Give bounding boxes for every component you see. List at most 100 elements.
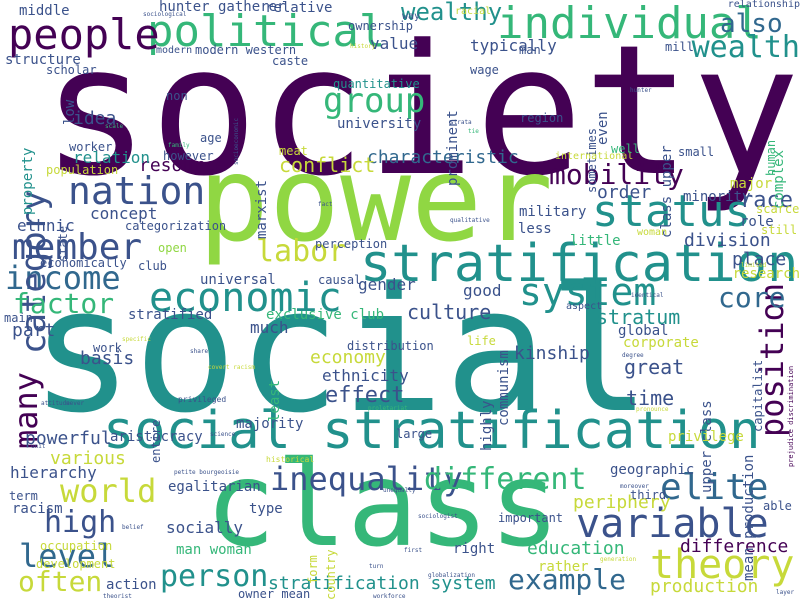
word-woman: woman <box>637 227 668 238</box>
word-place: place <box>732 249 787 270</box>
word-education: education <box>527 538 625 559</box>
word-power: power <box>198 130 554 268</box>
word-great: great <box>624 355 685 379</box>
word-class: class <box>205 435 561 573</box>
word-income: income <box>5 259 121 297</box>
word-sociologist: sociologist <box>418 513 458 520</box>
word-form: form <box>306 555 320 584</box>
word-level: level <box>19 537 116 575</box>
word-universal: universal <box>200 272 276 288</box>
word-able: able <box>763 499 792 513</box>
word-much: much <box>250 318 289 337</box>
word-various: various <box>50 448 126 469</box>
word-country: country <box>324 549 338 600</box>
word-also: also <box>720 9 783 39</box>
word-structure: structure <box>5 52 81 68</box>
word-third: third <box>630 488 667 502</box>
word-still: still <box>761 223 798 237</box>
word-stratum: stratum <box>596 305 681 329</box>
word-modern: modern <box>156 45 193 56</box>
word-mean-production: mean production <box>741 454 757 581</box>
word-non: non <box>166 89 188 103</box>
word-identical: identical <box>631 292 664 299</box>
word-wealthy: wealthy <box>401 0 503 26</box>
word-periphery: periphery <box>573 492 671 513</box>
word-privileged: privileged <box>178 395 227 404</box>
word-theory: theory <box>650 542 795 588</box>
word-moreover: moreover <box>620 483 649 490</box>
word-limited: limited <box>741 262 767 269</box>
word-labor: labor <box>256 234 347 269</box>
word-categorization: categorization <box>125 219 227 233</box>
word-minority: minority <box>683 189 751 205</box>
word-inequality: inequality <box>270 460 463 498</box>
word-hunter-gatherer: hunter gatherer <box>159 0 286 15</box>
word-difference: difference <box>680 536 789 557</box>
word-majority: majority <box>236 416 304 432</box>
word-socioeconomic: socioeconomic <box>233 118 240 165</box>
word-economic: economic <box>149 275 342 321</box>
word-main: main <box>4 311 33 325</box>
word-capitalist: capitalist <box>751 359 765 432</box>
word-member: member <box>12 227 143 268</box>
word-conflict: conflict <box>279 153 376 177</box>
word-modern-western: modern western <box>195 43 297 57</box>
word-belief: belief <box>122 524 144 531</box>
word-pronounce: pronounce <box>636 406 669 413</box>
word-specific: specific <box>122 336 151 343</box>
word-right: right <box>453 541 496 557</box>
word-value: value <box>370 34 419 53</box>
word-individual: individual <box>497 0 762 49</box>
word-covert-racism: covert racism <box>208 364 255 371</box>
word-stratification: stratification <box>360 234 799 294</box>
word-economically: economically <box>40 256 127 270</box>
word-time: time <box>626 386 675 410</box>
word-small: small <box>678 145 715 159</box>
word-gender: gender <box>358 275 416 294</box>
word-club: club <box>138 259 167 273</box>
word-low: low <box>62 99 78 125</box>
word-example: example <box>508 563 627 596</box>
word-elite: elite <box>660 467 769 508</box>
word-social: social <box>30 250 652 451</box>
word-economy: economy <box>310 347 386 368</box>
word-mobility: mobility <box>549 158 684 191</box>
word-idea: idea <box>73 108 117 129</box>
word-science: science <box>210 431 236 438</box>
word-resource: resource <box>139 155 226 176</box>
word-system: system <box>519 270 657 314</box>
word-university: university <box>337 116 422 132</box>
word-development: development <box>36 557 116 571</box>
word-man: man <box>519 43 541 57</box>
word-political: political <box>147 6 386 57</box>
word-layer: layer <box>776 589 795 596</box>
word-unequally: unequally <box>383 487 416 494</box>
word-owner-mean: owner mean <box>238 587 311 600</box>
word-turn: turn <box>369 563 384 570</box>
word-quantitative: quantitative <box>333 77 420 91</box>
word-marxist: marxist <box>254 179 270 239</box>
word-property: property <box>20 147 36 215</box>
word-communism: communism <box>496 350 512 426</box>
word-role: role <box>740 214 774 230</box>
word-sociological: sociological <box>143 11 187 18</box>
word-population: population <box>46 163 119 177</box>
word-perception: perception <box>315 237 388 251</box>
word-however: however <box>163 149 214 163</box>
word-strata: strata <box>450 119 472 126</box>
word-term: term <box>9 489 38 503</box>
word-concept: concept <box>90 204 158 223</box>
word-qualitative: qualitative <box>450 217 490 224</box>
word-wage: wage <box>470 63 499 77</box>
word-type: type <box>249 501 283 517</box>
word-globalization: globalization <box>428 572 475 579</box>
word-effect: effect <box>325 383 405 408</box>
word-international: international <box>555 151 634 162</box>
word-life: life <box>467 334 496 348</box>
word-racial: racial <box>455 6 492 17</box>
word-history: history <box>350 43 376 50</box>
word-occupation: occupation <box>40 539 113 553</box>
word-important: important <box>498 511 564 525</box>
word-open: open <box>158 241 187 255</box>
word-kinship: kinship <box>514 343 590 364</box>
